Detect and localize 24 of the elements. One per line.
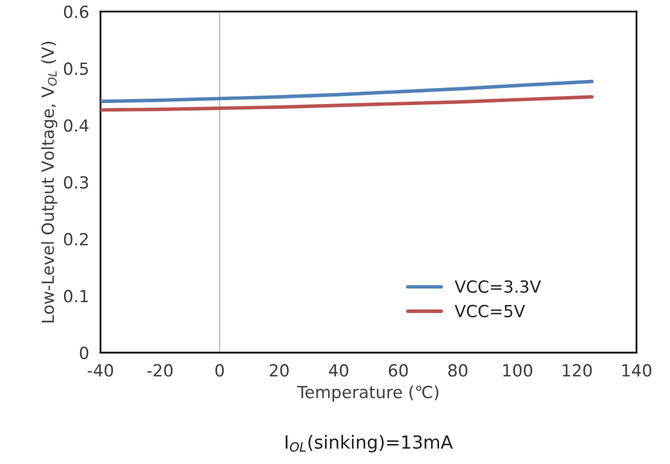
x-tick-label: 60 [388,364,408,377]
y-tick-label: 0.5 [64,62,88,76]
legend-label: VCC=3.3V [454,280,541,293]
y-axis-title: Low-Level Output Voltage, V$_{OL}$ (V) [41,42,58,322]
x-tick-label: 80 [448,364,468,377]
x-tick-label: 20 [270,364,289,377]
line-series [100,80,594,104]
x-tick-label: 100 [503,364,532,377]
line-series [100,95,594,112]
x-tick-label: -40 [88,364,114,377]
legend-label: VCC=5V [454,304,526,318]
x-tick-label: 40 [328,364,348,377]
x-tick-label: 140 [622,364,652,377]
x-tick-label: 0 [215,364,224,377]
x-tick-label: -20 [147,364,173,377]
y-tick-label: 0.3 [64,176,88,189]
y-tick-label: 0 [80,346,88,360]
y-tick-label: 0.4 [64,119,88,132]
y-tick-label: 0.2 [64,232,88,246]
x-tick-label: 120 [562,364,592,377]
text: I$_{OL}$(sinking)=13mA [286,434,453,452]
y-tick-label: 0.6 [64,6,88,18]
y-tick-label: 0.1 [64,290,88,302]
x-axis-title: Temperature (℃) [297,385,438,402]
